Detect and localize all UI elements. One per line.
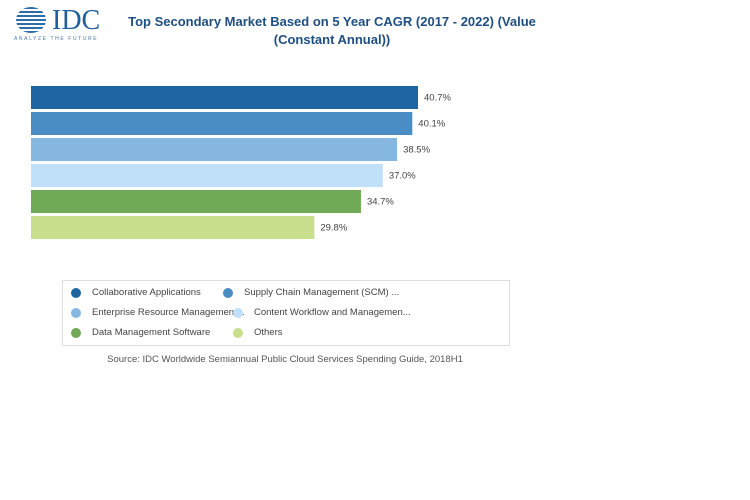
bar[interactable] <box>31 164 383 187</box>
legend-swatch-icon <box>71 327 81 338</box>
legend: Collaborative Applications Supply Chain M… <box>62 280 510 346</box>
legend-swatch-icon <box>71 307 81 318</box>
globe-icon <box>16 7 46 33</box>
legend-item[interactable]: Others <box>233 327 283 338</box>
legend-label: Collaborative Applications <box>92 287 201 298</box>
legend-item[interactable]: Content Workflow and Managemen... <box>233 307 411 318</box>
data-label: 38.5% <box>403 145 430 156</box>
legend-item[interactable]: Data Management Software <box>71 327 210 338</box>
data-label: 34.7% <box>367 197 394 208</box>
legend-swatch-icon <box>233 327 243 338</box>
legend-item[interactable]: Supply Chain Management (SCM) ... <box>223 287 399 298</box>
chart-title: Top Secondary Market Based on 5 Year CAG… <box>128 14 536 47</box>
bar-chart: 40.7% 40.1% 38.5% 37.0% 34.7% 29.8% <box>31 86 451 239</box>
data-label: 40.7% <box>424 93 451 104</box>
bar[interactable] <box>31 216 315 239</box>
data-label: 37.0% <box>389 171 416 182</box>
legend-label: Others <box>254 327 283 338</box>
idc-logo: IDC ANALYZE THE FUTURE <box>14 5 104 42</box>
data-label: 29.8% <box>320 223 347 234</box>
logo-tagline: ANALYZE THE FUTURE <box>14 36 99 42</box>
bar[interactable] <box>31 112 413 135</box>
legend-item[interactable]: Enterprise Resource Management... <box>71 307 245 318</box>
legend-label: Content Workflow and Managemen... <box>254 307 411 318</box>
bar[interactable] <box>31 86 418 109</box>
logo-text: IDC <box>52 5 101 36</box>
data-label: 40.1% <box>418 119 445 130</box>
bar[interactable] <box>31 138 398 161</box>
legend-label: Enterprise Resource Management... <box>92 307 245 318</box>
legend-swatch-icon <box>233 307 243 318</box>
legend-label: Supply Chain Management (SCM) ... <box>244 287 400 298</box>
legend-swatch-icon <box>71 287 81 298</box>
legend-swatch-icon <box>223 287 233 298</box>
source-note: Source: IDC Worldwide Semiannual Public … <box>107 354 463 365</box>
legend-item[interactable]: Collaborative Applications <box>71 287 201 298</box>
legend-label: Data Management Software <box>92 327 211 338</box>
bar[interactable] <box>31 190 361 213</box>
